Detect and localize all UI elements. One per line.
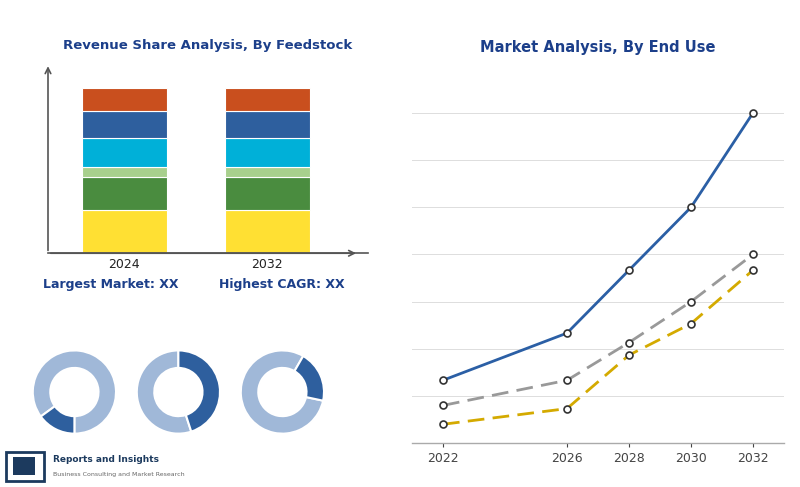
Bar <box>82 138 167 168</box>
Text: Highest CAGR: XX: Highest CAGR: XX <box>218 279 344 291</box>
Wedge shape <box>294 356 324 401</box>
Title: Market Analysis, By End Use: Market Analysis, By End Use <box>480 40 716 55</box>
Wedge shape <box>241 351 323 433</box>
Bar <box>225 138 310 168</box>
Bar <box>225 88 310 111</box>
Bar <box>82 88 167 111</box>
Bar <box>225 210 310 253</box>
Text: GLOBAL RENEWABLE METHANOL MARKET SEGMENT ANALYSIS: GLOBAL RENEWABLE METHANOL MARKET SEGMENT… <box>14 19 526 34</box>
Text: Largest Market: XX: Largest Market: XX <box>42 279 178 291</box>
Wedge shape <box>41 406 74 433</box>
Bar <box>225 168 310 177</box>
Bar <box>6 452 44 481</box>
Bar <box>13 457 35 475</box>
Wedge shape <box>33 351 116 433</box>
Bar <box>82 177 167 210</box>
Bar <box>82 210 167 253</box>
Bar <box>82 168 167 177</box>
Title: Revenue Share Analysis, By Feedstock: Revenue Share Analysis, By Feedstock <box>63 39 353 52</box>
Text: Business Consulting and Market Research: Business Consulting and Market Research <box>54 472 185 477</box>
Wedge shape <box>178 351 220 431</box>
Wedge shape <box>137 351 191 433</box>
Bar <box>225 177 310 210</box>
Text: Reports and Insights: Reports and Insights <box>54 455 159 464</box>
Bar <box>82 111 167 138</box>
Bar <box>225 111 310 138</box>
